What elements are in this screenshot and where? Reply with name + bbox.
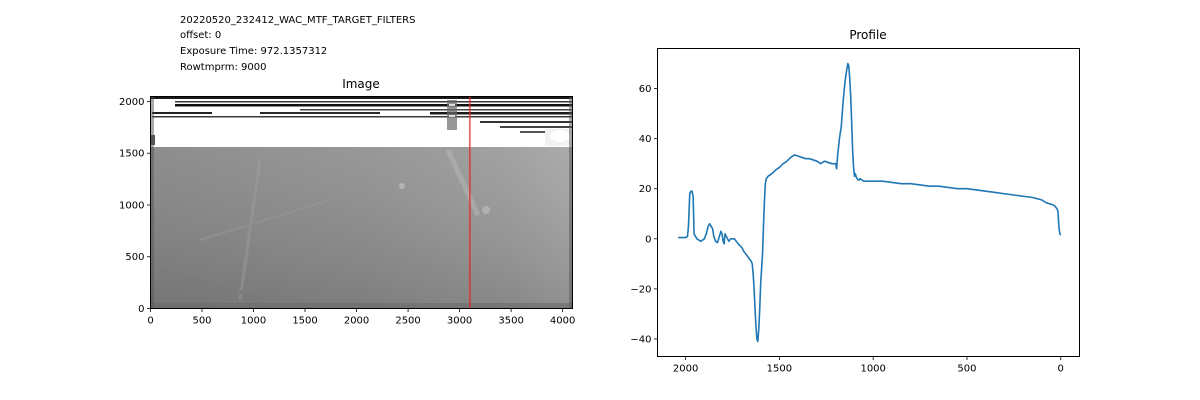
header-line: 20220520_232412_WAC_MTF_TARGET_FILTERS [180,15,415,26]
stripe-artifacts [150,97,573,146]
image-y-tick-label: 0 [138,304,144,315]
header-line: Exposure Time: 972.1357312 [180,46,327,57]
profile-panel: Profile 2000 1500 1000 500 0 −40 −20 0 20 40 60 [630,28,1080,375]
image-x-ticks: 0 500 1000 1500 2000 2500 3000 3500 4000 [147,308,575,327]
profile-x-tick-label: 500 [957,364,976,375]
header-line: Rowtmprm: 9000 [180,62,266,73]
profile-y-tick-label: 20 [639,184,652,195]
header-line: offset: 0 [180,30,221,41]
profile-x-ticks: 2000 1500 1000 500 0 [673,356,1064,375]
profile-series-line [678,62,1062,343]
image-title: Image [342,77,380,91]
image-x-tick-label: 1500 [292,316,317,327]
image-y-tick-label: 1500 [119,149,144,160]
image-axes-frame [150,96,573,309]
image-x-tick-label: 500 [192,316,211,327]
header-text: 20220520_232412_WAC_MTF_TARGET_FILTERS o… [180,15,415,73]
image-x-tick-label: 1000 [241,316,266,327]
image-y-tick-label: 1000 [119,200,144,211]
image-x-tick-label: 4000 [550,316,575,327]
profile-y-tick-label: −40 [630,334,651,345]
profile-title: Profile [849,28,886,42]
image-y-tick-label: 2000 [119,97,144,108]
profile-x-tick-label: 2000 [673,364,698,375]
profile-y-ticks: −40 −20 0 20 40 60 [630,84,658,345]
image-x-tick-label: 3000 [447,316,472,327]
image-x-tick-label: 3500 [498,316,523,327]
profile-x-tick-label: 1500 [767,364,792,375]
profile-y-tick-label: 0 [645,234,651,245]
image-x-tick-label: 2000 [344,316,369,327]
image-y-tick-label: 500 [125,252,144,263]
profile-x-tick-label: 0 [1058,364,1064,375]
profile-x-tick-label: 1000 [860,364,885,375]
profile-axes-frame [657,48,1080,357]
image-x-tick-label: 0 [147,316,153,327]
image-structure [159,148,490,302]
image-panel: Image [119,77,575,327]
image-heatmap [150,96,573,309]
image-x-tick-label: 2500 [395,316,420,327]
profile-y-tick-label: 60 [639,84,652,95]
profile-y-tick-label: −20 [630,284,651,295]
image-y-ticks: 0 500 1000 1500 2000 [119,97,151,315]
profile-y-tick-label: 40 [639,134,652,145]
